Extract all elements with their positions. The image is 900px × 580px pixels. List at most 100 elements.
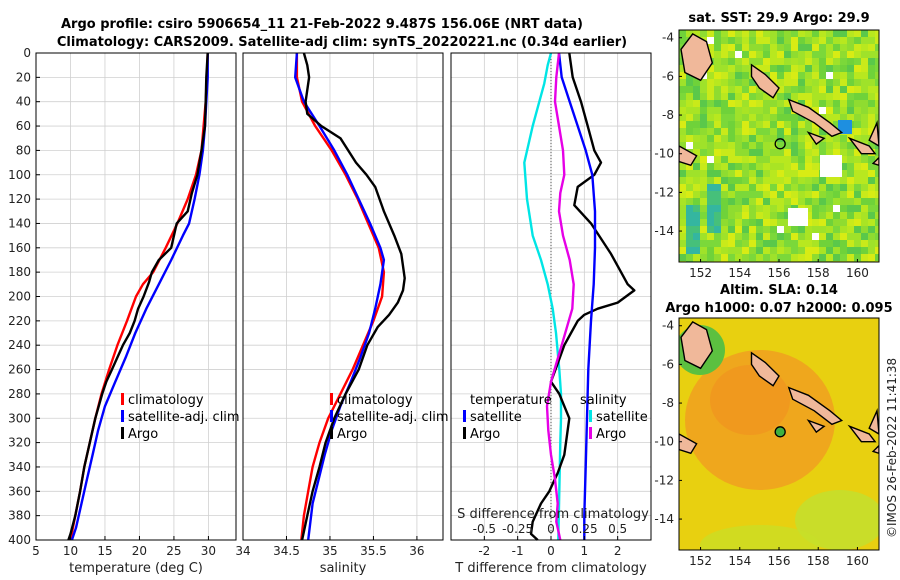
sst-cell	[805, 156, 812, 163]
x-tick-label: -2	[478, 544, 490, 558]
sst-cell	[770, 240, 777, 247]
sst-cell	[826, 233, 833, 240]
sst-cell	[875, 240, 879, 247]
sst-cell	[770, 212, 777, 219]
sst-cell	[868, 44, 875, 51]
sst-cell	[756, 170, 763, 177]
sst-cell	[679, 212, 686, 219]
sst-cell	[791, 135, 798, 142]
sst-cell	[693, 121, 700, 128]
sst-cell	[707, 254, 714, 261]
sst-cell	[868, 114, 875, 121]
land-mass	[680, 32, 714, 82]
sst-cell	[693, 219, 700, 226]
sst-cell	[875, 205, 879, 212]
y-tick-label: -8	[662, 108, 674, 122]
sst-cell	[749, 212, 756, 219]
sst-cell	[728, 191, 735, 198]
sst-cell	[714, 37, 721, 44]
sst-cell	[819, 219, 826, 226]
sst-cell	[763, 247, 770, 254]
sst-cell	[819, 247, 826, 254]
sst-cell	[819, 65, 826, 72]
y-tick-label: 200	[8, 290, 31, 304]
sst-cell	[826, 205, 833, 212]
sst-cell	[756, 121, 763, 128]
sst-cell	[707, 107, 714, 114]
cold-patch	[838, 120, 852, 134]
sst-cell	[721, 233, 728, 240]
sst-cell	[693, 79, 700, 86]
sla-map-panel: 152 154 156 158 160 -4 -6 -8 -10 -12 -14 Altim. SLA…	[654, 283, 892, 568]
sst-cell	[854, 107, 861, 114]
sst-cell	[777, 100, 784, 107]
sst-cell	[728, 226, 735, 233]
sst-cell	[679, 128, 686, 135]
y-tick-label: 160	[8, 241, 31, 255]
sst-cell	[868, 65, 875, 72]
legend-swatch-s-satellite	[589, 410, 592, 422]
sst-cell	[742, 205, 749, 212]
sst-cell	[791, 226, 798, 233]
sst-cell	[721, 247, 728, 254]
sst-cell	[875, 37, 879, 44]
sst-cell	[700, 212, 707, 219]
sst-cell	[763, 170, 770, 177]
x-tick-label: 2	[614, 544, 622, 558]
sst-cell	[868, 107, 875, 114]
sst-cell	[847, 163, 854, 170]
sst-cell	[707, 128, 714, 135]
sst-cell	[707, 212, 714, 219]
sst-cell	[798, 156, 805, 163]
sst-cell	[756, 128, 763, 135]
sst-cell	[791, 198, 798, 205]
sst-cell	[693, 191, 700, 198]
land-mass	[868, 408, 879, 435]
sst-cell	[735, 58, 742, 65]
x-tick-label: 154	[728, 554, 751, 568]
land-mass	[806, 131, 826, 146]
sst-cell	[868, 205, 875, 212]
sst-cell	[693, 100, 700, 107]
sst-cell	[777, 79, 784, 86]
sst-cell	[868, 142, 875, 149]
sst-cell	[861, 37, 868, 44]
sst-cell	[784, 107, 791, 114]
sst-cell	[840, 86, 847, 93]
sst-cell	[840, 254, 847, 261]
sst-cell	[693, 107, 700, 114]
sst-cell	[735, 79, 742, 86]
y-tick-label: 100	[8, 168, 31, 182]
sst-cell	[777, 72, 784, 79]
sst-cell	[840, 44, 847, 51]
legend-label-climatology: climatology	[128, 393, 204, 408]
sst-cell	[784, 177, 791, 184]
y-tick-label: -4	[662, 31, 674, 45]
sst-cell	[777, 170, 784, 177]
sst-cell	[777, 86, 784, 93]
sst-cell	[777, 65, 784, 72]
x2-tick-label: 0	[547, 522, 555, 536]
sst-cell	[686, 163, 693, 170]
sst-cell	[770, 205, 777, 212]
sst-cell	[868, 240, 875, 247]
sst-cell	[777, 226, 784, 233]
sst-cell	[707, 184, 714, 191]
sst-cell	[679, 142, 686, 149]
sst-cell	[693, 128, 700, 135]
sst-cell	[756, 198, 763, 205]
sst-cell	[749, 149, 756, 156]
sst-cell	[749, 30, 756, 37]
sst-cell	[784, 51, 791, 58]
sst-cell	[805, 184, 812, 191]
sst-cell	[756, 142, 763, 149]
sst-cell	[833, 51, 840, 58]
sst-cell	[854, 212, 861, 219]
sst-cell	[847, 205, 854, 212]
sst-cell	[749, 254, 756, 261]
sst-cell	[728, 177, 735, 184]
sst-cell	[756, 86, 763, 93]
sst-cell	[735, 156, 742, 163]
sst-cell	[854, 233, 861, 240]
